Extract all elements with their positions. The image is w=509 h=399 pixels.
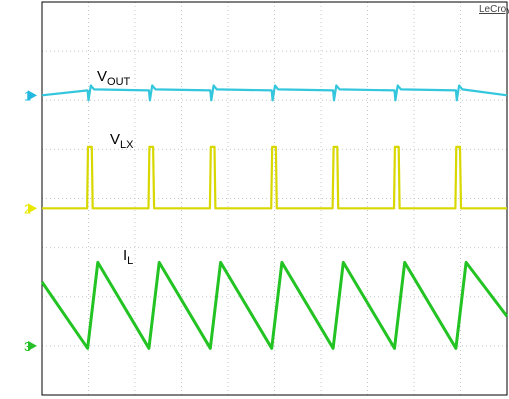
channel-1-marker-arrow-icon bbox=[28, 90, 37, 101]
channel-3-marker-number: 3 bbox=[24, 339, 31, 354]
grid bbox=[42, 2, 507, 395]
vout-trace bbox=[41, 84, 508, 102]
channel-2-marker-number: 2 bbox=[24, 201, 31, 216]
vout-label: VOUT bbox=[97, 68, 131, 88]
traces bbox=[40, 84, 509, 350]
il-label-sub: L bbox=[127, 255, 133, 267]
vout-label-sub: OUT bbox=[107, 76, 131, 88]
il-label: IL bbox=[123, 247, 133, 267]
channel-markers: 1 2 3 bbox=[24, 88, 37, 354]
channel-1-marker-number: 1 bbox=[24, 88, 31, 103]
vlx-label-main: V bbox=[110, 131, 120, 148]
channel-2-marker-arrow-icon bbox=[28, 203, 37, 214]
vlx-label: VLX bbox=[110, 131, 134, 151]
vout-label-main: V bbox=[97, 68, 107, 85]
plot-frame bbox=[41, 1, 508, 396]
channel-3-marker-arrow-icon bbox=[28, 340, 37, 351]
il-trace bbox=[40, 260, 509, 350]
vlx-label-sub: LX bbox=[120, 139, 134, 151]
vlx-trace bbox=[42, 145, 507, 210]
il-label-main: I bbox=[123, 247, 127, 264]
brand-label: LeCroy bbox=[479, 4, 509, 15]
